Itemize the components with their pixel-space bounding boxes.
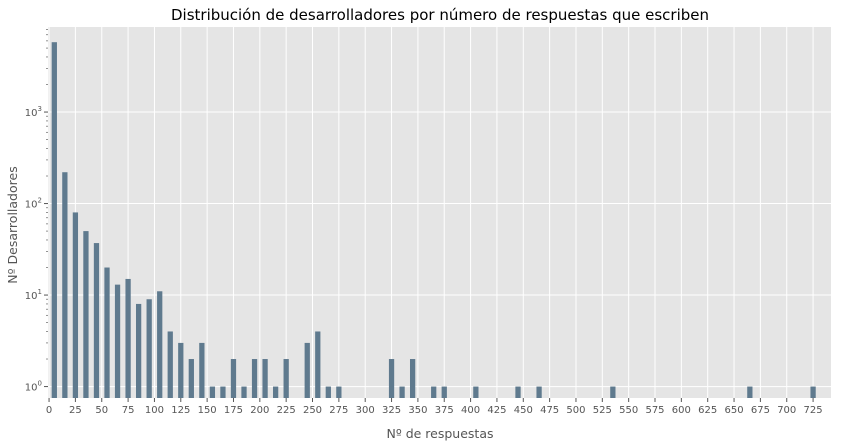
bar	[62, 172, 68, 398]
bar	[409, 359, 416, 398]
bar	[272, 386, 279, 398]
bar	[325, 386, 331, 398]
bar	[610, 386, 616, 398]
x-tick-label: 200	[250, 405, 269, 416]
bar	[188, 359, 194, 398]
plot-area	[48, 27, 831, 398]
bar	[178, 342, 184, 398]
y-tick-label: 102	[25, 197, 42, 211]
x-tick-label: 675	[751, 405, 770, 416]
bar	[262, 359, 268, 398]
bar	[473, 386, 479, 398]
x-tick-label: 550	[619, 405, 638, 416]
x-axis-ticks: 0 25 50 75 100 125 150 175 200 225 250 275 300 325 350…	[46, 398, 823, 416]
bar	[51, 42, 57, 399]
x-tick-label: 175	[224, 405, 243, 416]
x-tick-label: 0	[46, 405, 52, 416]
bar	[125, 278, 131, 398]
bar	[83, 231, 89, 398]
bar	[199, 342, 205, 398]
x-tick-label: 400	[461, 405, 480, 416]
y-axis-label: Nº Desarrolladores	[5, 166, 20, 283]
bar	[241, 386, 247, 398]
y-tick-label: 100	[25, 380, 42, 394]
x-tick-label: 250	[303, 405, 322, 416]
x-tick-label: 50	[95, 405, 108, 416]
bar	[388, 359, 395, 398]
y-tick-label: 101	[25, 288, 42, 302]
bar	[104, 267, 110, 398]
x-tick-label: 375	[435, 405, 454, 416]
x-axis-label: Nº de respuestas	[386, 426, 493, 441]
bar	[220, 386, 226, 398]
x-tick-label: 475	[540, 405, 559, 416]
x-tick-label: 300	[356, 405, 375, 416]
bar	[135, 303, 142, 398]
y-axis-ticks: 100 101 102 103	[25, 29, 48, 394]
bar	[167, 331, 173, 398]
bar	[304, 342, 310, 398]
x-tick-label: 450	[514, 405, 533, 416]
bar	[336, 386, 342, 398]
bar	[209, 386, 216, 398]
chart-title: Distribución de desarrolladores por núme…	[171, 6, 709, 24]
bar	[431, 386, 437, 398]
bar	[251, 359, 258, 398]
bar	[441, 386, 447, 398]
x-tick-label: 725	[804, 405, 823, 416]
x-tick-label: 100	[145, 405, 164, 416]
x-tick-label: 425	[487, 405, 506, 416]
x-tick-label: 525	[593, 405, 612, 416]
x-tick-label: 700	[777, 405, 796, 416]
bar	[93, 243, 100, 398]
x-tick-label: 150	[198, 405, 217, 416]
y-tick-label: 103	[25, 105, 42, 119]
x-tick-label: 125	[171, 405, 190, 416]
bar	[283, 359, 289, 398]
bar	[515, 386, 521, 398]
bar	[536, 386, 542, 398]
x-tick-label: 25	[69, 405, 82, 416]
x-tick-label: 75	[122, 405, 135, 416]
bar	[230, 359, 237, 398]
bar	[146, 299, 152, 398]
x-tick-label: 350	[408, 405, 427, 416]
x-tick-label: 650	[725, 405, 744, 416]
x-tick-label: 225	[277, 405, 296, 416]
bar	[114, 284, 121, 398]
bar	[399, 386, 405, 398]
x-tick-label: 275	[329, 405, 348, 416]
x-tick-label: 325	[382, 405, 401, 416]
bar	[72, 212, 79, 398]
x-tick-label: 625	[698, 405, 717, 416]
bar	[157, 291, 163, 398]
bar	[747, 386, 753, 398]
x-tick-label: 600	[672, 405, 691, 416]
bars	[51, 42, 816, 399]
x-tick-label: 575	[645, 405, 664, 416]
bar	[315, 331, 321, 398]
bar	[810, 386, 816, 398]
x-tick-label: 500	[566, 405, 585, 416]
